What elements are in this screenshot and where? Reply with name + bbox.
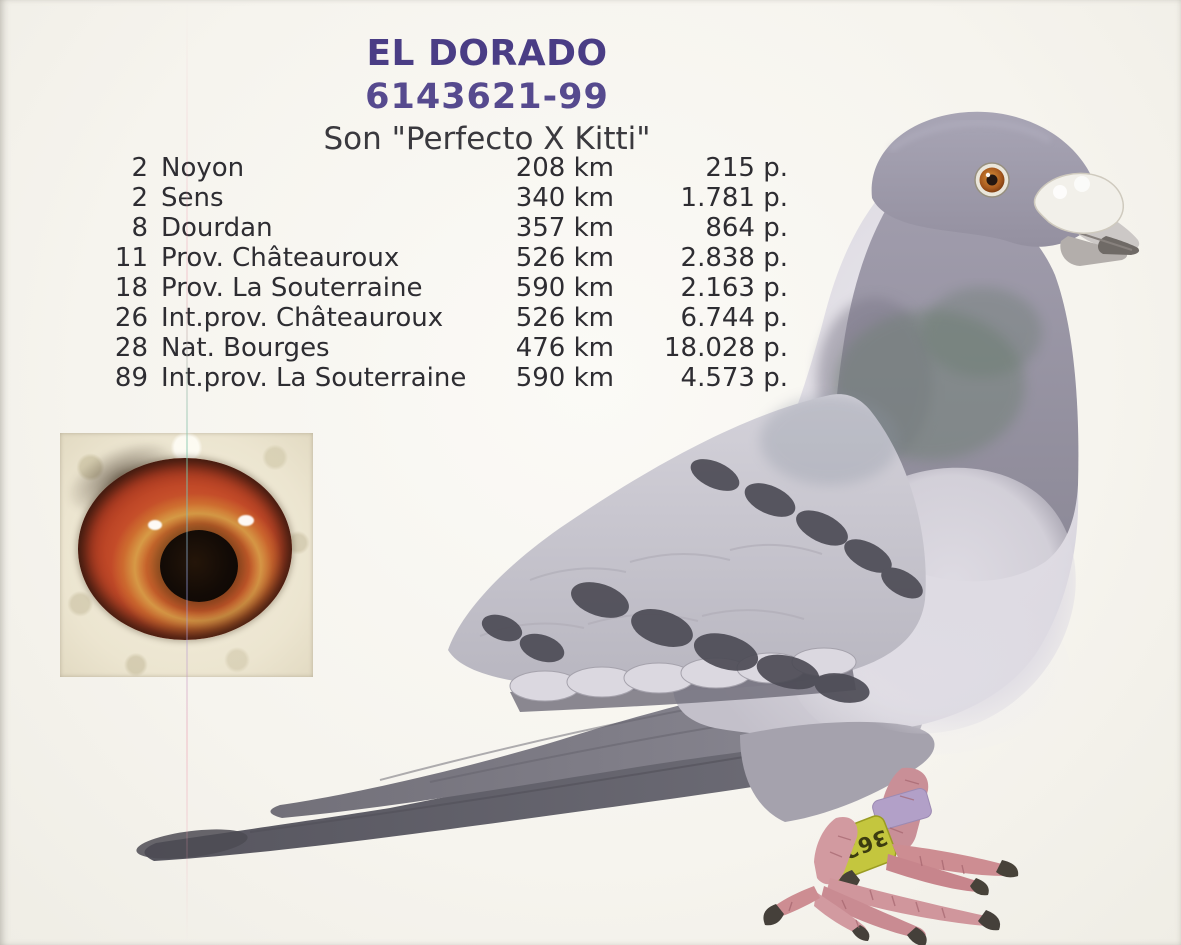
pigeon-beak bbox=[1033, 172, 1140, 266]
race-position: 11 bbox=[114, 243, 148, 273]
race-position: 28 bbox=[114, 333, 148, 363]
ring-number: 6143621-99 bbox=[365, 77, 609, 117]
eye-highlight-right bbox=[238, 515, 254, 526]
eye-highlight-left bbox=[148, 520, 162, 530]
race-distance: 526 km bbox=[515, 303, 614, 333]
race-position: 89 bbox=[114, 363, 148, 393]
race-distance: 357 km bbox=[515, 213, 614, 243]
pigeon-eye bbox=[974, 162, 1010, 198]
race-name: Sens bbox=[161, 183, 224, 213]
race-position: 2 bbox=[131, 183, 148, 213]
race-distance: 208 km bbox=[515, 153, 614, 183]
card-header: EL DORADO 6143621-99 Son "Perfecto X Kit… bbox=[137, 33, 837, 157]
race-prize: 215 p. bbox=[705, 153, 788, 183]
race-prize: 18.028 p. bbox=[663, 333, 788, 363]
race-distance: 340 km bbox=[515, 183, 614, 213]
race-prize: 1.781 p. bbox=[680, 183, 788, 213]
race-position: 2 bbox=[131, 153, 148, 183]
pigeon-name-title: EL DORADO bbox=[366, 33, 608, 74]
race-distance: 590 km bbox=[515, 273, 614, 303]
race-name: Prov. La Souterraine bbox=[161, 273, 423, 303]
foot-scale-lines bbox=[788, 779, 965, 929]
race-position: 26 bbox=[114, 303, 148, 333]
race-name: Nat. Bourges bbox=[161, 333, 330, 363]
race-name: Dourdan bbox=[161, 213, 273, 243]
race-position: 18 bbox=[114, 273, 148, 303]
race-prize: 2.163 p. bbox=[680, 273, 788, 303]
race-name: Noyon bbox=[161, 153, 245, 183]
race-prize: 4.573 p. bbox=[680, 363, 788, 393]
race-name: Prov. Châteauroux bbox=[161, 243, 400, 273]
pigeon-photo: 3621 bbox=[136, 111, 1140, 945]
race-results-table: 2 Noyon 208 km 215 p. 2 Sens 340 km 1.78… bbox=[100, 153, 788, 393]
eye-iris bbox=[78, 458, 292, 640]
parentage-subtitle: Son "Perfecto X Kitti" bbox=[323, 121, 651, 157]
pigeon-eye-photo bbox=[60, 433, 313, 677]
race-distance: 476 km bbox=[515, 333, 614, 363]
eye-pupil bbox=[160, 530, 238, 602]
race-name: Int.prov. Châteauroux bbox=[161, 303, 444, 333]
wing-checker-marks bbox=[481, 459, 923, 703]
race-distance: 590 km bbox=[515, 363, 614, 393]
race-prize: 2.838 p. bbox=[680, 243, 788, 273]
pigeon-undertail bbox=[740, 721, 935, 822]
race-distance: 526 km bbox=[515, 243, 614, 273]
pigeon-legs: 3621 bbox=[763, 767, 1019, 945]
race-prize: 864 p. bbox=[705, 213, 788, 243]
race-prize: 6.744 p. bbox=[680, 303, 788, 333]
race-name: Int.prov. La Souterraine bbox=[161, 363, 467, 393]
race-position: 8 bbox=[131, 213, 148, 243]
